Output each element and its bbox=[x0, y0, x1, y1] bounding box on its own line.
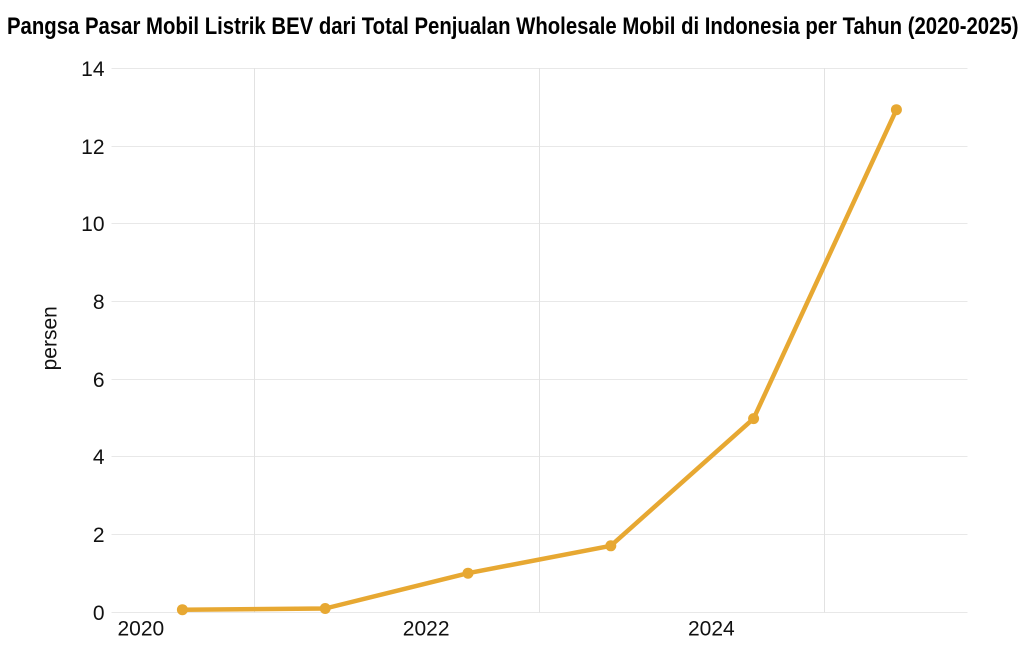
svg-text:2022: 2022 bbox=[403, 617, 450, 640]
svg-text:10: 10 bbox=[81, 213, 104, 236]
svg-text:4: 4 bbox=[93, 446, 105, 469]
svg-text:Pangsa Pasar Mobil Listrik BEV: Pangsa Pasar Mobil Listrik BEV dari Tota… bbox=[7, 13, 1019, 40]
svg-text:8: 8 bbox=[93, 291, 105, 314]
svg-text:2: 2 bbox=[93, 524, 105, 547]
svg-text:2020: 2020 bbox=[118, 617, 165, 640]
svg-text:persen: persen bbox=[39, 306, 62, 370]
svg-text:12: 12 bbox=[81, 136, 104, 159]
svg-text:0: 0 bbox=[93, 602, 105, 625]
svg-text:14: 14 bbox=[81, 58, 105, 81]
svg-text:6: 6 bbox=[93, 369, 105, 392]
svg-text:2024: 2024 bbox=[688, 617, 735, 640]
